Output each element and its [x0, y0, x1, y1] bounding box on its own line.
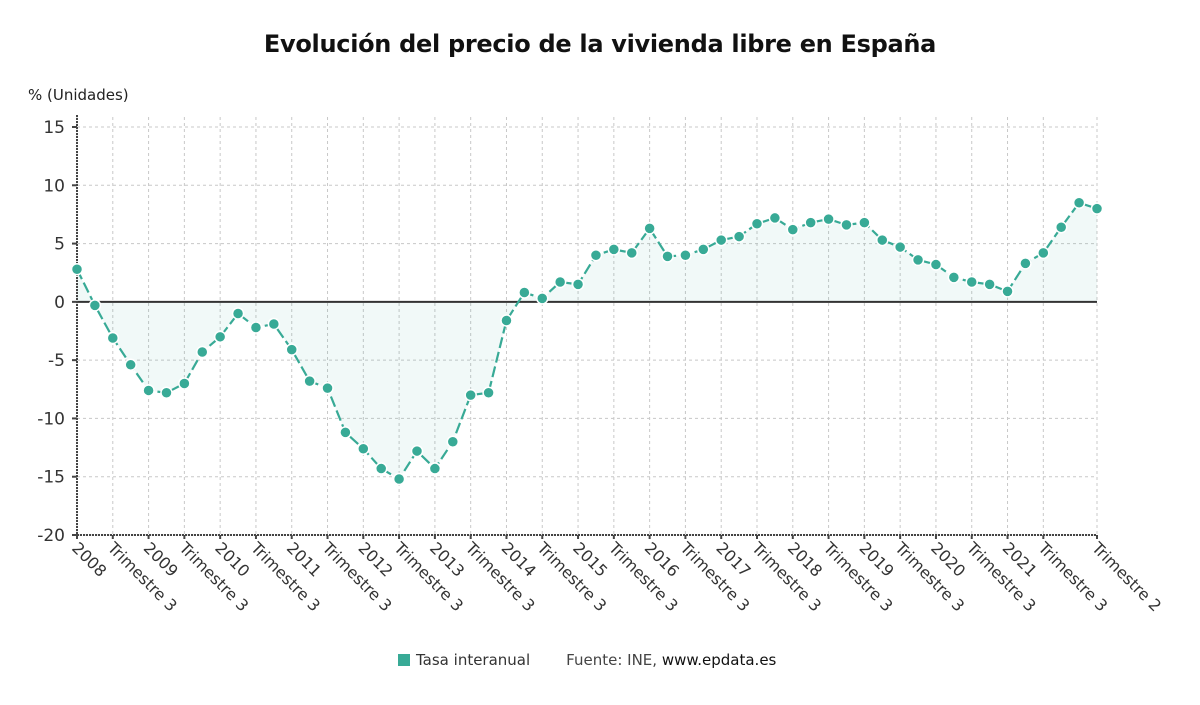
- data-point: [1037, 246, 1050, 260]
- area-fill: [77, 202, 1097, 480]
- source-credit: Fuente: INE, www.epdata.es: [566, 651, 776, 669]
- y-tick-labels: 15 10 5 0 -5 -10 -15 -20: [37, 118, 65, 546]
- y-tick-label: 5: [54, 235, 65, 255]
- data-point: [106, 331, 120, 345]
- data-point: [1090, 202, 1104, 215]
- source-site-link[interactable]: www.epdata.es: [661, 651, 777, 669]
- source-prefix: Fuente: INE,: [566, 651, 658, 669]
- legend: Tasa interanual Fuente: INE, www.epdata.…: [398, 651, 776, 669]
- data-point: [124, 358, 137, 372]
- data-point: [500, 314, 513, 327]
- data-point: [392, 472, 406, 486]
- y-tick-label: 0: [54, 293, 65, 313]
- data-point: [339, 426, 352, 439]
- data-point: [249, 321, 263, 334]
- axes-layer: [72, 115, 1098, 539]
- data-point: [357, 442, 370, 455]
- data-point: [768, 211, 782, 225]
- data-point: [1001, 285, 1014, 298]
- data-point: [1054, 221, 1068, 234]
- data-point: [625, 246, 638, 260]
- chart-title: Evolución del precio de la vivienda libr…: [263, 30, 937, 58]
- data-point: [840, 218, 853, 232]
- data-point: [482, 386, 495, 400]
- y-tick-label: -20: [37, 526, 65, 546]
- data-point: [893, 240, 907, 254]
- data-point: [231, 307, 245, 320]
- data-point: [1019, 257, 1032, 270]
- data-point: [911, 253, 925, 267]
- data-point: [410, 444, 424, 458]
- data-point: [374, 462, 388, 475]
- data-point: [267, 317, 281, 331]
- data-point: [983, 278, 996, 291]
- data-point: [160, 386, 173, 400]
- y-tick-label: -10: [37, 409, 65, 429]
- legend-swatch: [398, 654, 410, 666]
- data-point: [571, 278, 585, 291]
- data-point: [589, 248, 603, 262]
- y-axis-label: % (Unidades): [28, 86, 129, 104]
- data-point: [285, 343, 298, 356]
- data-point: [697, 243, 710, 256]
- data-point: [929, 258, 943, 271]
- data-point: [213, 330, 227, 344]
- data-point: [804, 216, 817, 229]
- data-point: [786, 223, 800, 236]
- y-tick-label: -15: [37, 468, 65, 488]
- series-points-layer: [70, 196, 1104, 486]
- data-point: [428, 462, 442, 475]
- data-point: [965, 275, 978, 289]
- data-point: [142, 384, 155, 397]
- data-point: [178, 377, 191, 390]
- data-point: [822, 212, 835, 226]
- data-point: [196, 345, 209, 359]
- data-point: [553, 275, 567, 289]
- data-point: [661, 250, 674, 263]
- series-line: [76, 201, 1098, 481]
- area-fill-layer: [77, 202, 1097, 480]
- data-point: [858, 216, 871, 229]
- data-point: [679, 248, 692, 262]
- data-point: [643, 222, 656, 235]
- data-point: [714, 233, 728, 247]
- y-tick-label: 15: [43, 118, 65, 138]
- y-tick-label: 10: [43, 176, 65, 196]
- data-point: [321, 381, 334, 395]
- data-point: [303, 374, 316, 388]
- data-point: [732, 230, 746, 243]
- data-point: [536, 292, 549, 305]
- grid-lines: [76, 117, 1098, 536]
- data-point: [607, 243, 621, 256]
- series-line-layer: [76, 201, 1098, 481]
- y-tick-label: -5: [48, 351, 65, 371]
- data-point: [947, 271, 961, 284]
- data-point: [446, 435, 460, 448]
- data-point: [70, 262, 84, 276]
- x-tick-label: 2008: [68, 538, 110, 580]
- data-point: [750, 217, 764, 231]
- data-point: [1072, 196, 1086, 210]
- data-point: [464, 388, 477, 402]
- data-point: [876, 233, 889, 247]
- data-point: [518, 286, 531, 299]
- legend-series-label: Tasa interanual: [416, 651, 531, 669]
- data-point: [88, 299, 102, 312]
